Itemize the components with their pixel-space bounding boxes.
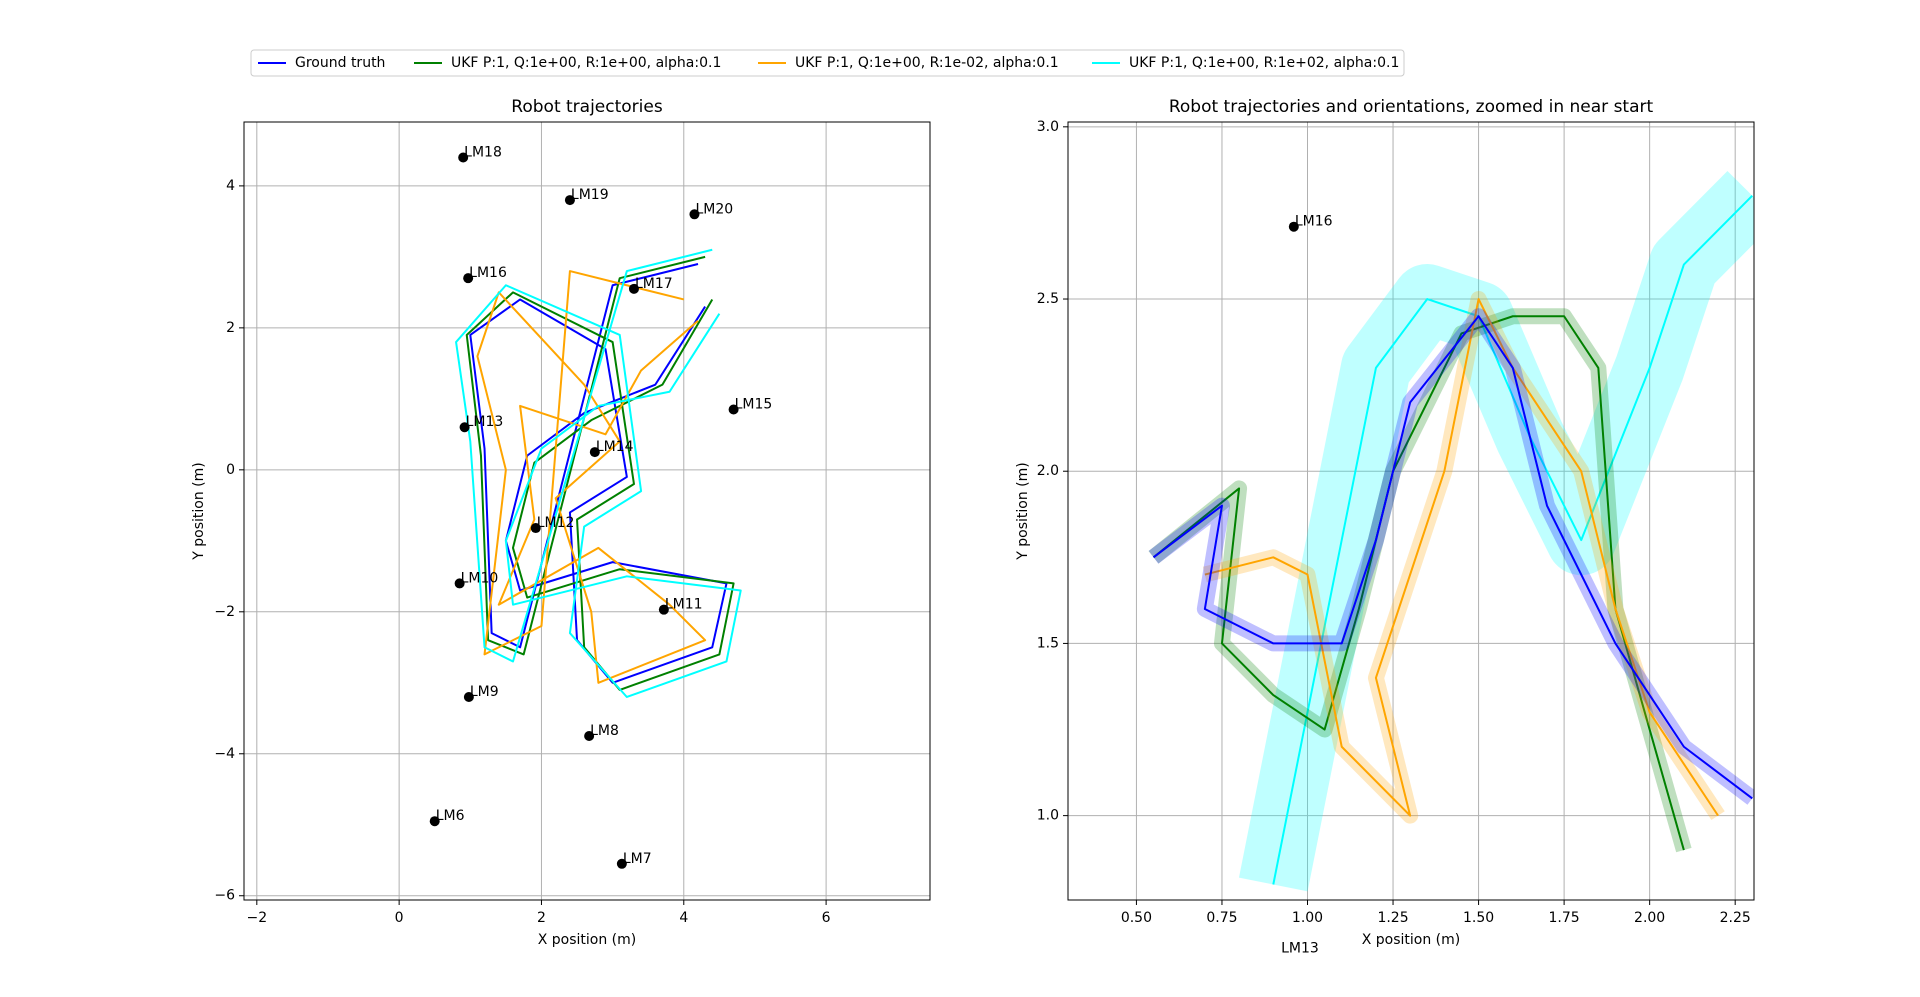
subplot: Robot trajectories −2 0 2 4 6 −6 −4 −2 0 2 4 X posit… xyxy=(191,97,931,948)
y-tick-label: 2 xyxy=(226,320,235,336)
landmark-label: LM13 xyxy=(466,414,504,430)
legend-label: UKF P:1, Q:1e+00, R:1e-02, alpha:0.1 xyxy=(795,55,1059,71)
legend-label: UKF P:1, Q:1e+00, R:1e+02, alpha:0.1 xyxy=(1129,55,1399,71)
axes-frame xyxy=(1067,121,1755,901)
plot-area xyxy=(429,152,742,869)
landmark xyxy=(658,604,669,615)
landmark-label: LM18 xyxy=(464,144,502,160)
x-tick-label: 2 xyxy=(537,910,546,926)
landmark-label: LM7 xyxy=(623,851,652,867)
y-tick-label: −4 xyxy=(214,746,235,762)
landmark xyxy=(628,283,639,294)
landmark-label: LM19 xyxy=(571,187,609,203)
y-tick-label: 4 xyxy=(226,178,235,194)
trajectory-line xyxy=(455,248,742,698)
landmark-label: LM16 xyxy=(1295,214,1333,230)
landmark-label: LM14 xyxy=(596,439,634,455)
landmark xyxy=(564,195,575,206)
landmark xyxy=(589,447,600,458)
y-axis-label: Y position (m) xyxy=(191,462,207,560)
legend-frame xyxy=(250,49,1405,77)
landmark-label: LM15 xyxy=(735,396,773,412)
trajectory-line xyxy=(1152,315,1753,800)
trajectory-line xyxy=(1204,298,1719,817)
landmark-label: LM16 xyxy=(469,265,507,281)
landmark xyxy=(584,731,595,742)
x-tick-label: 1.00 xyxy=(1292,910,1323,926)
x-tick-label: 0.75 xyxy=(1206,910,1237,926)
trajectory-line xyxy=(476,270,707,684)
landmark-label: LM17 xyxy=(635,276,673,292)
x-tick-label: 6 xyxy=(822,910,831,926)
landmark xyxy=(616,858,627,869)
plot-area xyxy=(1148,171,1754,892)
legend: Ground truth UKF P:1, Q:1e+00, R:1e+00, a… xyxy=(250,49,1405,77)
landmark xyxy=(689,209,700,220)
x-tick-label: 1.50 xyxy=(1463,910,1494,926)
x-tick-label: 4 xyxy=(679,910,688,926)
landmark-label: LM13 xyxy=(1281,940,1319,956)
x-tick-label: −2 xyxy=(246,910,267,926)
x-tick-label: 1.75 xyxy=(1549,910,1580,926)
y-tick-label: 1.0 xyxy=(1037,808,1059,824)
landmark xyxy=(728,404,739,415)
axes-frame xyxy=(243,121,931,901)
landmark xyxy=(463,273,474,284)
y-tick-label: 0 xyxy=(226,462,235,478)
landmark xyxy=(429,816,440,827)
y-tick-label: 1.5 xyxy=(1037,635,1059,651)
x-tick-label: 0.50 xyxy=(1121,910,1152,926)
x-tick-label: 2.00 xyxy=(1634,910,1665,926)
landmark-label: LM6 xyxy=(436,808,465,824)
landmark-label: LM8 xyxy=(590,723,619,739)
landmark xyxy=(1288,221,1299,232)
x-tick-label: 1.25 xyxy=(1377,910,1408,926)
landmark-label: LM12 xyxy=(537,515,575,531)
x-tick-label: 2.25 xyxy=(1720,910,1751,926)
trajectory-line xyxy=(469,263,728,684)
chart-title: Robot trajectories and orientations, zoo… xyxy=(1169,97,1654,117)
y-tick-label: 2.0 xyxy=(1037,463,1059,479)
legend-label: Ground truth xyxy=(295,55,385,71)
subplot: Robot trajectories and orientations, zoo… xyxy=(1015,97,1755,956)
y-axis-label: Y position (m) xyxy=(1015,462,1031,560)
y-tick-label: −6 xyxy=(214,888,235,904)
landmark-label: LM10 xyxy=(461,570,499,586)
landmark xyxy=(530,523,541,534)
landmark xyxy=(454,578,465,589)
chart-title: Robot trajectories xyxy=(511,97,663,117)
landmark xyxy=(458,152,469,163)
y-tick-label: −2 xyxy=(214,604,235,620)
landmark-label: LM20 xyxy=(695,201,733,217)
x-axis-label: X position (m) xyxy=(1362,932,1461,948)
trajectory-line xyxy=(465,255,735,691)
legend-label: UKF P:1, Q:1e+00, R:1e+00, alpha:0.1 xyxy=(451,55,721,71)
y-tick-label: 3.0 xyxy=(1037,119,1059,135)
landmark-label: LM11 xyxy=(665,597,703,613)
x-tick-label: 0 xyxy=(395,910,404,926)
landmark xyxy=(459,422,470,433)
landmark xyxy=(463,691,474,702)
x-axis-label: X position (m) xyxy=(538,932,637,948)
landmark-label: LM9 xyxy=(470,684,499,700)
y-tick-label: 2.5 xyxy=(1037,291,1059,307)
